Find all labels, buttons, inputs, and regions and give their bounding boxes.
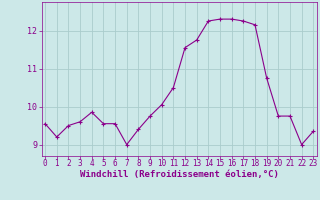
X-axis label: Windchill (Refroidissement éolien,°C): Windchill (Refroidissement éolien,°C) bbox=[80, 170, 279, 179]
